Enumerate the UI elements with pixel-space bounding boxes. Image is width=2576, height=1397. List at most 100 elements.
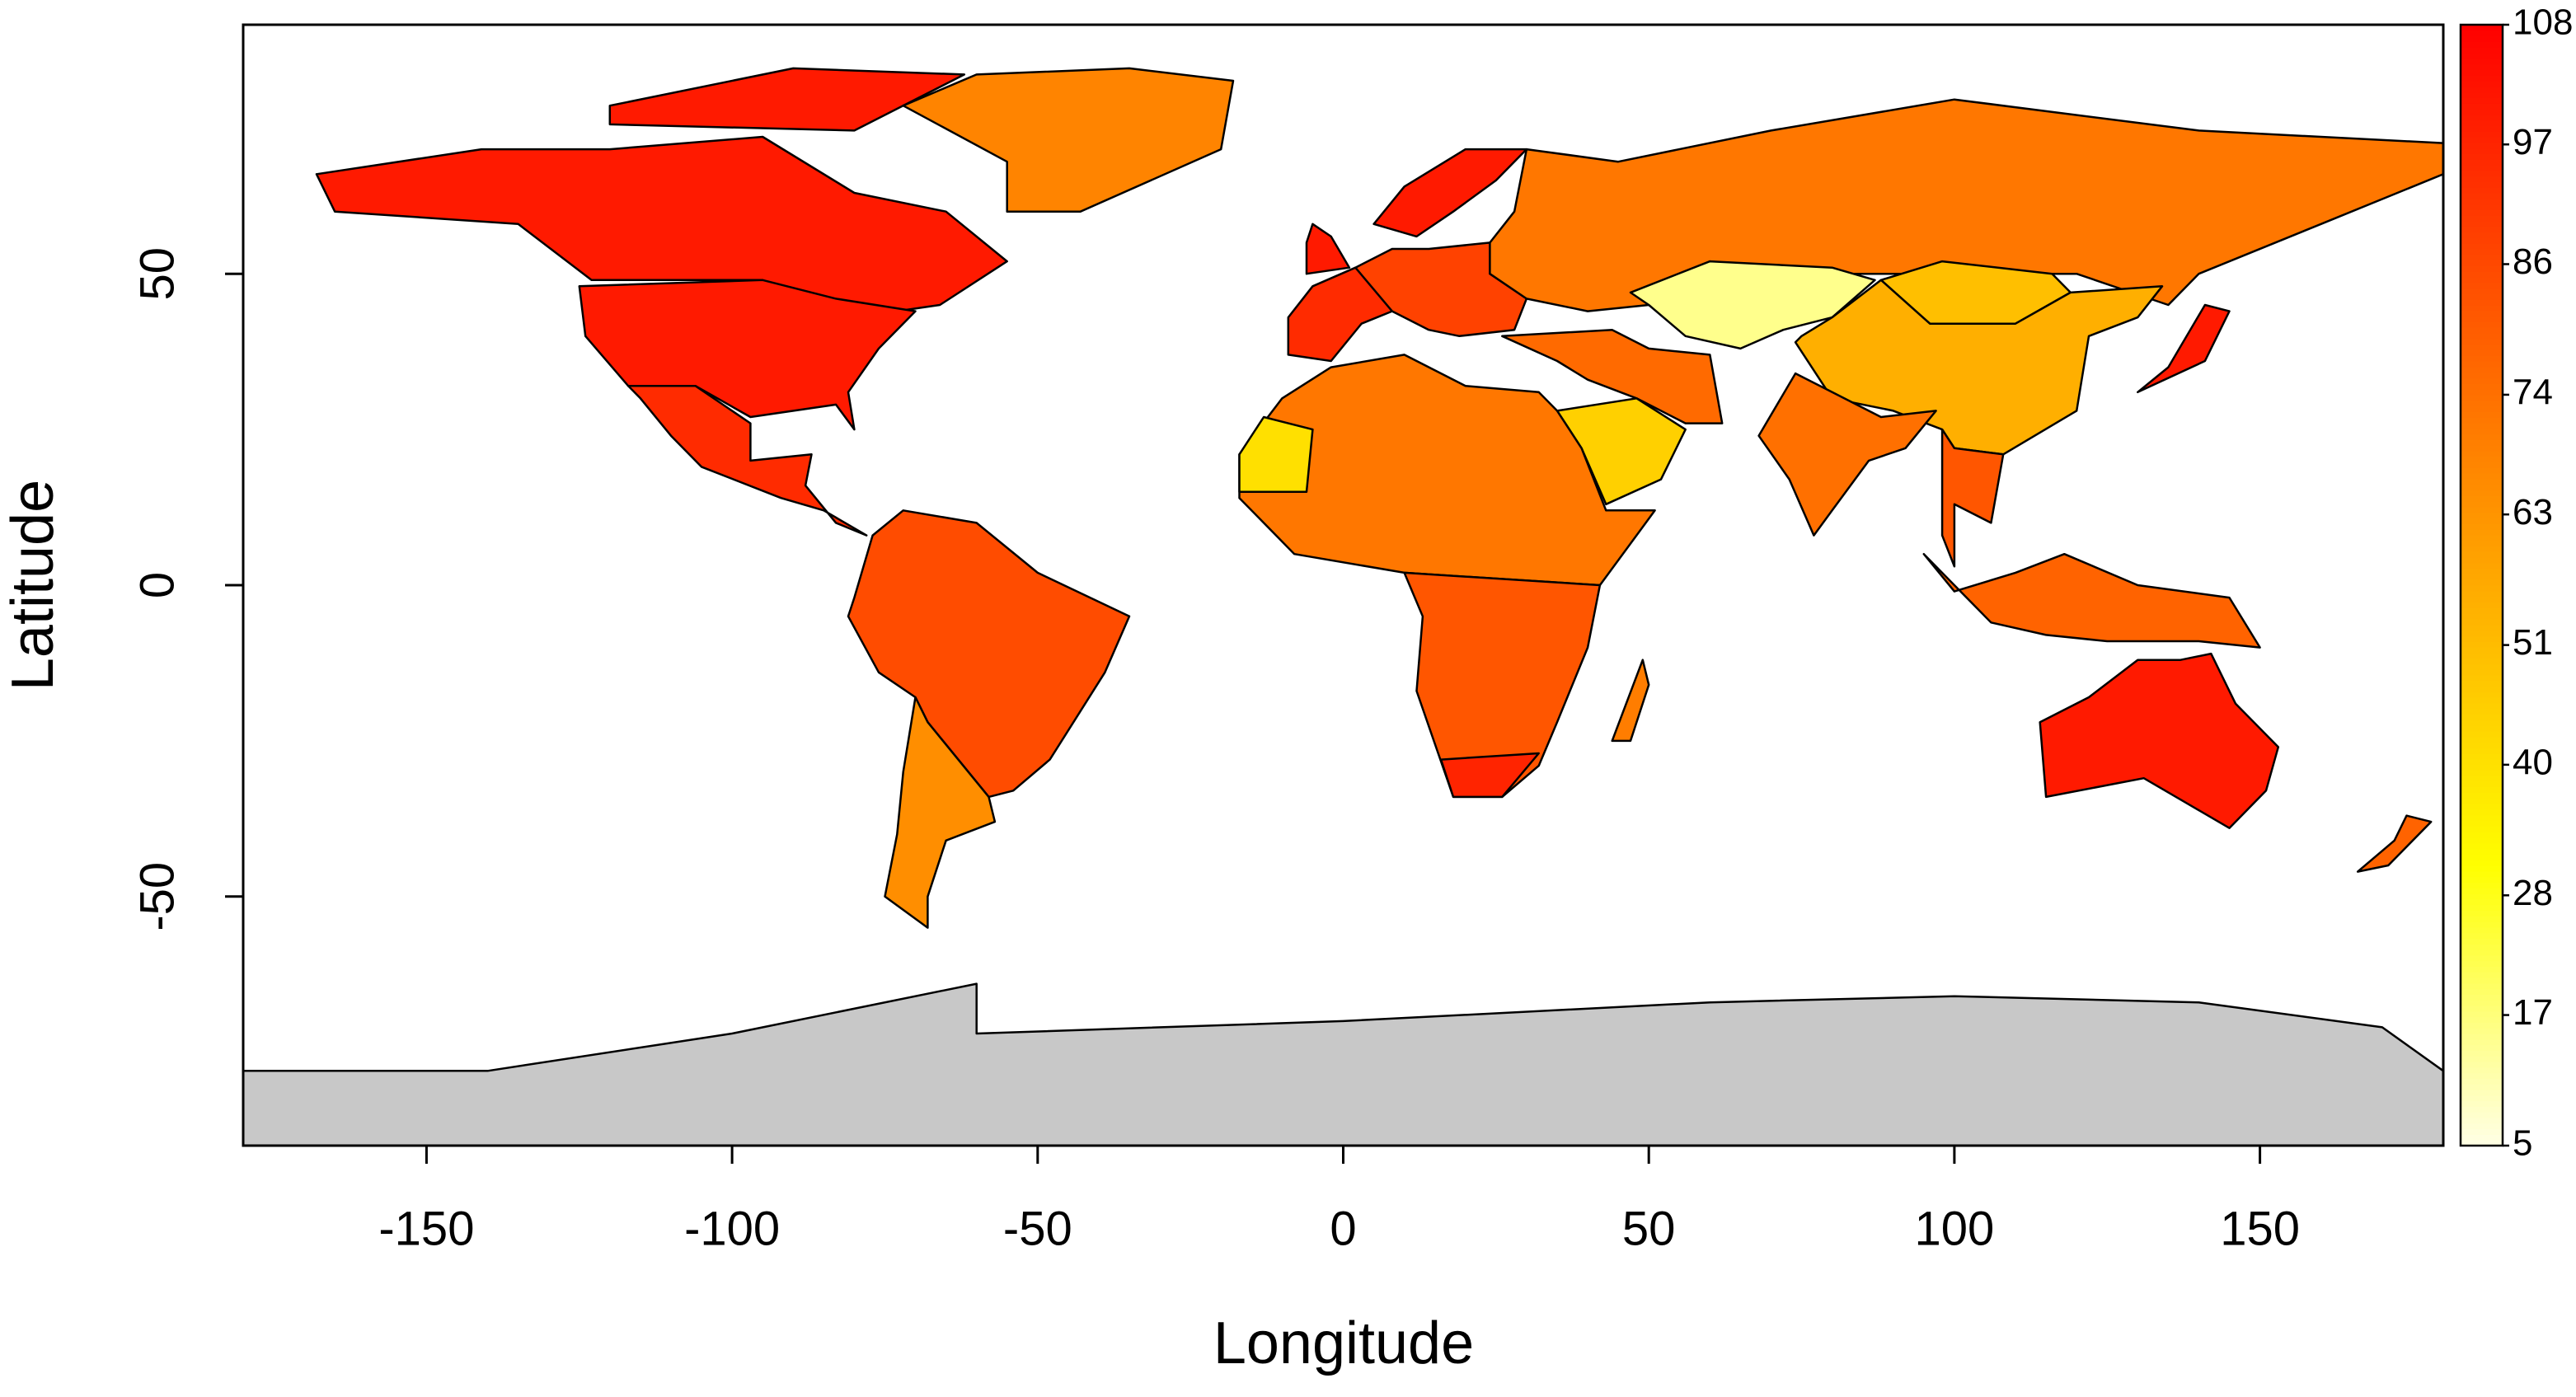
- colorbar-step: [2461, 1044, 2503, 1051]
- region: [1305, 223, 1351, 275]
- colorbar-step: [2461, 277, 2503, 284]
- colorbar-step: [2461, 932, 2503, 939]
- colorbar-step: [2461, 1084, 2503, 1090]
- region: [2356, 814, 2433, 873]
- colorbar-step: [2461, 860, 2503, 866]
- colorbar-step: [2461, 153, 2503, 160]
- colorbar-step: [2461, 972, 2503, 978]
- colorbar-step: [2461, 748, 2503, 754]
- colorbar-step: [2461, 1010, 2503, 1018]
- colorbar-step: [2461, 165, 2503, 171]
- colorbar-step: [2461, 58, 2503, 65]
- colorbar-step: [2461, 232, 2503, 238]
- y-tick-label: -50: [130, 862, 184, 931]
- colorbar-step: [2461, 977, 2503, 984]
- colorbar-step: [2461, 148, 2503, 154]
- colorbar-step: [2461, 792, 2503, 799]
- colorbar-step: [2461, 305, 2503, 312]
- colorbar-step: [2461, 293, 2503, 300]
- colorbar-step: [2461, 473, 2503, 480]
- colorbar-step: [2461, 944, 2503, 950]
- colorbar-step: [2461, 215, 2503, 222]
- colorbar-step: [2461, 630, 2503, 636]
- colorbar-step: [2461, 366, 2503, 373]
- colorbar-step: [2461, 635, 2503, 642]
- colorbar-step: [2461, 523, 2503, 530]
- colorbar-step: [2461, 321, 2503, 328]
- map-layer: [243, 25, 2443, 1146]
- colorbar-step: [2461, 809, 2503, 816]
- colorbar-step: [2461, 1095, 2503, 1102]
- x-tick-label: -50: [1003, 1202, 1072, 1255]
- colorbar-step: [2461, 209, 2503, 216]
- region: [1403, 571, 1602, 799]
- colorbar-step: [2461, 349, 2503, 356]
- colorbar-step: [2461, 1134, 2503, 1141]
- colorbar-step: [2461, 758, 2503, 766]
- colorbar-step: [2461, 842, 2503, 850]
- colorbar-step: [2461, 361, 2503, 368]
- colorbar-step: [2461, 53, 2503, 59]
- colorbar-step: [2461, 254, 2503, 261]
- colorbar-step: [2461, 574, 2503, 580]
- colorbar-step: [2461, 428, 2503, 434]
- colorbar-step: [2461, 529, 2503, 536]
- colorbar-step: [2461, 557, 2503, 564]
- colorbar-step: [2461, 400, 2503, 406]
- colorbar-tick-label: 108: [2513, 2, 2573, 43]
- colorbar-step: [2461, 490, 2503, 496]
- region: [1757, 372, 1937, 537]
- colorbar-step: [2461, 888, 2503, 894]
- colorbar-step: [2461, 1028, 2503, 1034]
- colorbar-step: [2461, 142, 2503, 149]
- colorbar-step: [2461, 988, 2503, 995]
- colorbar-step: [2461, 243, 2503, 250]
- colorbar-step: [2461, 736, 2503, 743]
- colorbar-step: [2461, 854, 2503, 860]
- colorbar-tick-label: 63: [2513, 492, 2553, 532]
- colorbar-step: [2461, 445, 2503, 452]
- colorbar-step: [2461, 344, 2503, 350]
- colorbar-step: [2461, 434, 2503, 440]
- colorbar-tick-label: 5: [2513, 1123, 2532, 1164]
- colorbar-tick-label: 86: [2513, 241, 2553, 282]
- colorbar-step: [2461, 355, 2503, 362]
- colorbar-tick-label: 74: [2513, 373, 2553, 413]
- colorbar-step: [2461, 686, 2503, 692]
- colorbar-step: [2461, 249, 2503, 255]
- colorbar-step: [2461, 456, 2503, 462]
- colorbar-step: [2461, 411, 2503, 418]
- colorbar-step: [2461, 109, 2503, 115]
- colorbar-step: [2461, 316, 2503, 322]
- x-axis-title: Longitude: [1213, 1310, 1474, 1376]
- colorbar-step: [2461, 926, 2503, 934]
- colorbar-step: [2461, 450, 2503, 457]
- colorbar-step: [2461, 221, 2503, 227]
- colorbar-step: [2461, 439, 2503, 446]
- colorbar-tick-label: 28: [2513, 873, 2553, 913]
- colorbar-step: [2461, 730, 2503, 738]
- colorbar-step: [2461, 708, 2503, 715]
- x-tick-label: 0: [1330, 1202, 1356, 1255]
- region: [1922, 552, 2261, 649]
- colorbar-step: [2461, 714, 2503, 720]
- colorbar-step: [2461, 69, 2503, 76]
- region: [1439, 752, 1540, 799]
- colorbar-step: [2461, 1067, 2503, 1074]
- region: [902, 67, 1235, 213]
- colorbar-tick-label: 17: [2513, 992, 2553, 1033]
- y-tick-label: 0: [130, 572, 184, 598]
- colorbar-step: [2461, 820, 2503, 827]
- region: [626, 384, 868, 537]
- colorbar-step: [2461, 170, 2503, 177]
- region: [884, 696, 997, 929]
- colorbar-step: [2461, 652, 2503, 659]
- colorbar-step: [2461, 501, 2503, 508]
- colorbar-step: [2461, 288, 2503, 294]
- region: [315, 135, 1008, 319]
- colorbar-tick-label: 97: [2513, 122, 2553, 162]
- x-tick-label: 150: [2220, 1202, 2300, 1255]
- colorbar-step: [2461, 949, 2503, 956]
- colorbar-step: [2461, 120, 2503, 126]
